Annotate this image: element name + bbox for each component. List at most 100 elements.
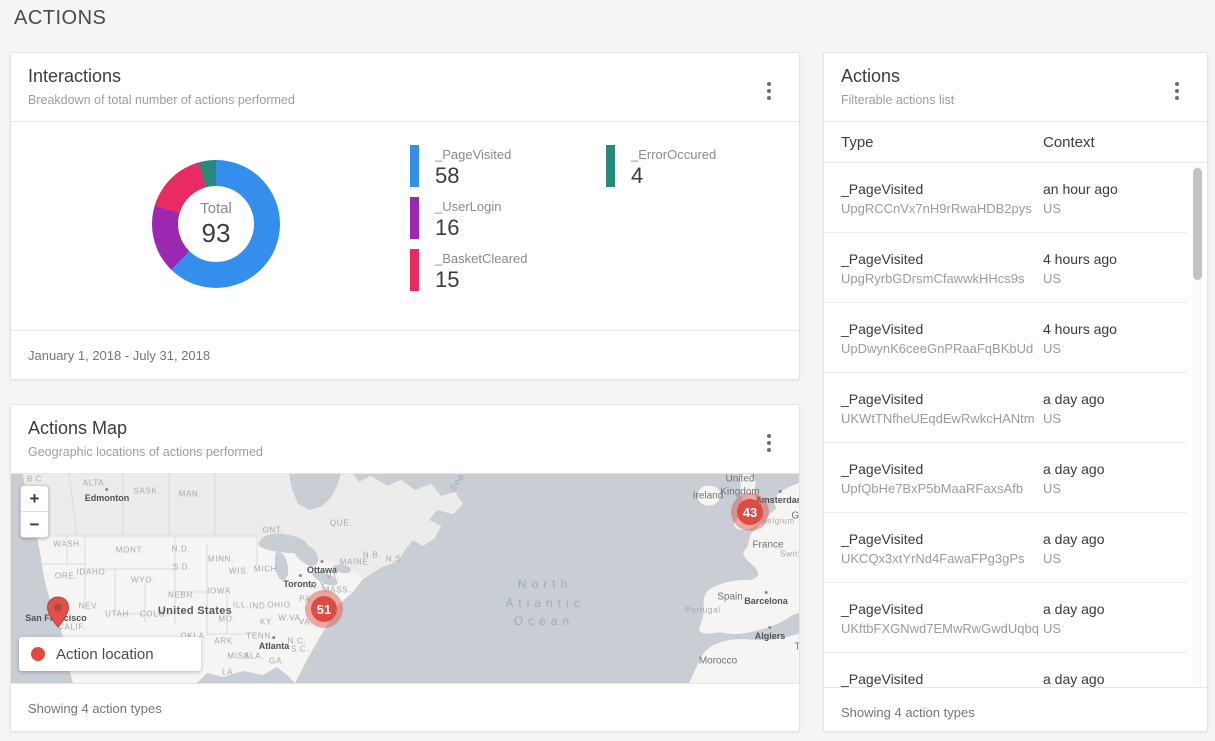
scrollbar-thumb[interactable] (1193, 168, 1202, 280)
interactions-subtitle: Breakdown of total number of actions per… (28, 93, 295, 107)
action-location: US (1043, 201, 1062, 216)
donut-total-label: Total (200, 199, 232, 217)
legend-value: 58 (435, 163, 460, 188)
map-legend: Action location (19, 637, 201, 671)
donut-total-value: 93 (201, 217, 231, 248)
action-type: _PageVisited (841, 181, 924, 197)
action-row: _PageVisited UKWtTNfheUEqdEwRwkcHANtm a da… (824, 373, 1187, 443)
action-time: 4 hours ago (1043, 251, 1117, 267)
action-location: US (1043, 551, 1062, 566)
legend-label: _PageVisited (435, 147, 512, 162)
action-time: an hour ago (1043, 181, 1118, 197)
action-type: _PageVisited (841, 531, 924, 547)
action-row: _PageVisited UpgRCCnVx7nH9rRwaHDB2pys an h… (824, 163, 1187, 233)
action-row: _PageVisited UKCQx3xtYrNd4FawaFPg3gPs a da… (824, 513, 1187, 583)
legend-value: 15 (435, 267, 460, 292)
action-id: UpDwynK6ceeGnPRaaFqBKbUd (841, 341, 1034, 356)
actions-map-card: Actions Map Geographic locations of acti… (10, 404, 800, 732)
action-location: US (1043, 621, 1062, 636)
action-row: _PageVisited UpgRyrbGDrsmCfawwkHHcs9s 4 ho… (824, 233, 1187, 303)
map-cluster-marker[interactable]: 43 (737, 499, 763, 525)
map-footer-status: Showing 4 action types (11, 683, 799, 729)
map-marker-pin[interactable] (46, 596, 70, 628)
legend-label: _ErrorOccured (631, 147, 717, 162)
action-type: _PageVisited (841, 391, 924, 407)
zoom-control-divider (21, 511, 48, 512)
actions-footer-status: Showing 4 action types (824, 687, 1207, 732)
legend-swatch (410, 145, 419, 187)
actions-subtitle: Filterable actions list (841, 93, 955, 107)
kebab-menu-icon (1175, 82, 1179, 100)
legend-swatch (410, 197, 419, 239)
action-id: UKCQx3xtYrNd4FawaFPg3gPs (841, 551, 1025, 566)
interactions-card: Interactions Breakdown of total number o… (10, 52, 800, 380)
action-time: a day ago (1043, 531, 1105, 547)
map-cluster-marker[interactable]: 51 (311, 596, 337, 622)
legend-item: _UserLogin 16 (410, 197, 606, 249)
map-legend-label: Action location (56, 645, 154, 663)
actions-list-card: Actions Filterable actions list Type Con… (823, 52, 1208, 732)
map-title: Actions Map (28, 418, 128, 438)
chart-legend: _PageVisited 58 _UserLogin 16 _BasketCleared… (410, 145, 716, 301)
column-header-type: Type (841, 133, 874, 151)
actions-title: Actions (841, 66, 901, 86)
map-base-layer (23, 474, 799, 683)
action-id: UpgRCCnVx7nH9rRwaHDB2pys (841, 201, 1032, 216)
page-title: ACTIONS (14, 7, 107, 29)
interactions-card-header: Interactions Breakdown of total number o… (11, 53, 799, 122)
legend-swatch (410, 249, 419, 291)
interactions-date-range: January 1, 2018 - July 31, 2018 (11, 330, 799, 379)
legend-label: _UserLogin (435, 199, 502, 214)
action-id: UpgRyrbGDrsmCfawwkHHcs9s (841, 271, 1025, 286)
donut-center: Total 93 (178, 186, 254, 262)
action-location-dot-icon (31, 647, 45, 661)
interactions-title: Interactions (28, 66, 122, 86)
legend-swatch (606, 145, 615, 187)
zoom-out-button[interactable]: − (21, 512, 48, 537)
map-canvas[interactable]: B.C. ALTA. SASK. MAN. Edmonton WASH. MONT. N.D.… (11, 474, 799, 683)
legend-label: _BasketCleared (435, 251, 528, 266)
action-id: UKftbFXGNwd7EMwRwGwdUqbq (841, 621, 1039, 636)
legend-item: _BasketCleared 15 (410, 249, 606, 301)
action-time: a day ago (1043, 461, 1105, 477)
scrollbar-track (1193, 165, 1202, 685)
kebab-menu-icon (767, 434, 771, 452)
map-card-header: Actions Map Geographic locations of acti… (11, 405, 799, 474)
action-id: UKWtTNfheUEqdEwRwkcHANtm (841, 411, 1035, 426)
action-time: 4 hours ago (1043, 321, 1117, 337)
interactions-more-options-button[interactable] (755, 75, 783, 107)
action-type: _PageVisited (841, 251, 924, 267)
actions-table-header: Type Context (824, 122, 1207, 163)
action-location: US (1043, 481, 1062, 496)
actions-list: _PageVisited UpgRCCnVx7nH9rRwaHDB2pys an h… (824, 163, 1207, 687)
actions-card-header: Actions Filterable actions list (824, 53, 1207, 122)
action-row: _PageVisited UKftbFXGNwd7EMwRwGwdUqbq a da… (824, 583, 1187, 653)
action-type: _PageVisited (841, 461, 924, 477)
action-location: US (1043, 341, 1062, 356)
zoom-in-button[interactable]: + (21, 486, 48, 511)
action-location: US (1043, 271, 1062, 286)
legend-value: 16 (435, 215, 460, 240)
action-type: _PageVisited (841, 321, 924, 337)
legend-item: _PageVisited 58 (410, 145, 606, 197)
action-type: _PageVisited (841, 601, 924, 617)
action-row: _PageVisited UpDwynK6ceeGnPRaaFqBKbUd 4 ho… (824, 303, 1187, 373)
map-subtitle: Geographic locations of actions performe… (28, 445, 263, 459)
action-row: _PageVisited UpfQbHe7BxP5bMaaRFaxsAfb a da… (824, 443, 1187, 513)
column-header-context: Context (1043, 133, 1095, 151)
action-id: UpfQbHe7BxP5bMaaRFaxsAfb (841, 481, 1024, 496)
action-time: a day ago (1043, 391, 1105, 407)
map-more-options-button[interactable] (755, 427, 783, 459)
actions-more-options-button[interactable] (1163, 75, 1191, 107)
action-row: _PageVisitedUKgtcXGNwd7EMwRwGwdUqbqa day… (824, 653, 1187, 687)
action-time: a day ago (1043, 671, 1105, 687)
kebab-menu-icon (767, 82, 771, 100)
action-location: US (1043, 411, 1062, 426)
action-type: _PageVisited (841, 671, 924, 687)
legend-item: _ErrorOccured 4 (606, 145, 716, 197)
donut-chart[interactable]: Total 93 (152, 160, 280, 288)
legend-value: 4 (631, 163, 644, 188)
interactions-chart-area: Total 93 _PageVisited 58 _UserLogin 16 _Bask… (11, 122, 799, 330)
action-time: a day ago (1043, 601, 1105, 617)
map-zoom-control: + − (20, 485, 49, 538)
